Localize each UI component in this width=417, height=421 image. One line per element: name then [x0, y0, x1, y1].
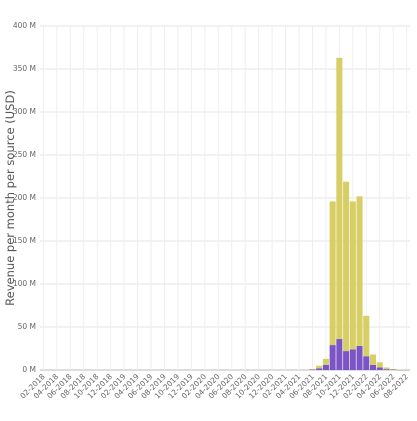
bar-segment-purple: [383, 369, 389, 370]
bar-segment-yellow: [357, 196, 363, 346]
bar-segment-purple: [336, 339, 342, 370]
bar-segment-yellow: [383, 367, 389, 369]
bar-segment-purple: [350, 349, 356, 370]
bar-segment-purple: [343, 351, 349, 370]
bar-segment-purple: [370, 365, 376, 370]
bars: [309, 58, 409, 370]
y-axis-label: Revenue per month per source (USD): [3, 90, 17, 306]
bar-segment-yellow: [336, 58, 342, 339]
bar-segment-yellow: [330, 201, 336, 345]
bar-segment-yellow: [323, 359, 329, 365]
y-tick-label: 400 M: [13, 21, 36, 30]
y-tick-label: 0 M: [22, 365, 36, 374]
y-tick-label: 350 M: [13, 64, 36, 73]
bar-segment-purple: [363, 356, 369, 370]
bar-segment-yellow: [363, 316, 369, 356]
bar-segment-purple: [316, 368, 322, 370]
bar-segment-purple: [377, 367, 383, 370]
bar-segment-yellow: [350, 201, 356, 349]
bar-segment-yellow: [370, 355, 376, 365]
y-tick-label: 50 M: [18, 322, 36, 331]
bar-segment-purple: [323, 365, 329, 370]
bar-segment-yellow: [390, 369, 396, 370]
bar-segment-yellow: [316, 366, 322, 369]
x-axis: 02-201804-201806-201808-201810-201812-20…: [18, 372, 410, 401]
bar-segment-yellow: [377, 362, 383, 367]
bar-segment-yellow: [343, 182, 349, 351]
bar-segment-purple: [357, 346, 363, 370]
bar-segment-purple: [330, 345, 336, 370]
